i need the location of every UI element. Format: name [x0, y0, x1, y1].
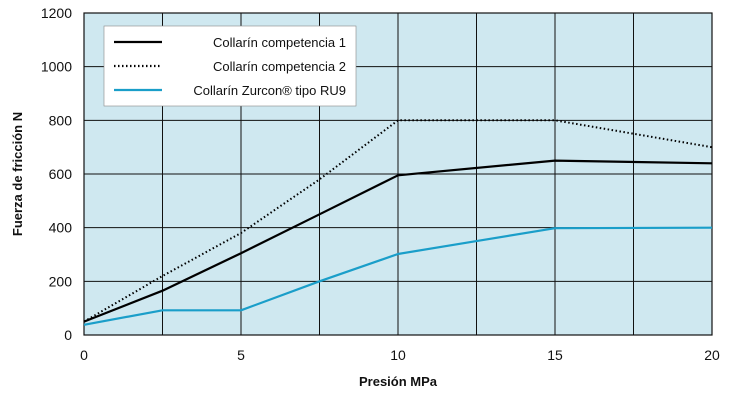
- y-axis-label: Fuerza de fricción N: [10, 112, 25, 236]
- series-layer: [83, 119, 713, 326]
- series-line-1: [83, 159, 713, 323]
- legend-label-3: Collarín Zurcon® tipo RU9: [193, 83, 346, 98]
- legend-label-2: Collarín competencia 2: [213, 59, 346, 74]
- x-axis-label: Presión MPa: [359, 374, 438, 389]
- y-axis-ticks: 0 200 400 600 800 1000 1200: [41, 5, 72, 343]
- x-tick-label: 20: [704, 347, 720, 363]
- y-tick-label: 1200: [41, 5, 72, 21]
- y-tick-label: 400: [49, 220, 73, 236]
- legend-label-1: Collarín competencia 1: [213, 35, 346, 50]
- y-tick-label: 800: [49, 112, 73, 128]
- x-tick-label: 5: [237, 347, 245, 363]
- y-tick-label: 1000: [41, 59, 72, 75]
- y-tick-label: 200: [49, 273, 73, 289]
- x-tick-label: 10: [390, 347, 406, 363]
- series-line-3: [83, 226, 713, 326]
- x-tick-label: 0: [80, 347, 88, 363]
- x-tick-label: 15: [547, 347, 563, 363]
- x-axis-ticks: 0 5 10 15 20: [80, 347, 720, 363]
- y-tick-label: 600: [49, 166, 73, 182]
- legend: Collarín competencia 1 Collarín competenc…: [103, 25, 357, 107]
- plot-frame: [83, 12, 713, 336]
- y-tick-label: 0: [64, 327, 72, 343]
